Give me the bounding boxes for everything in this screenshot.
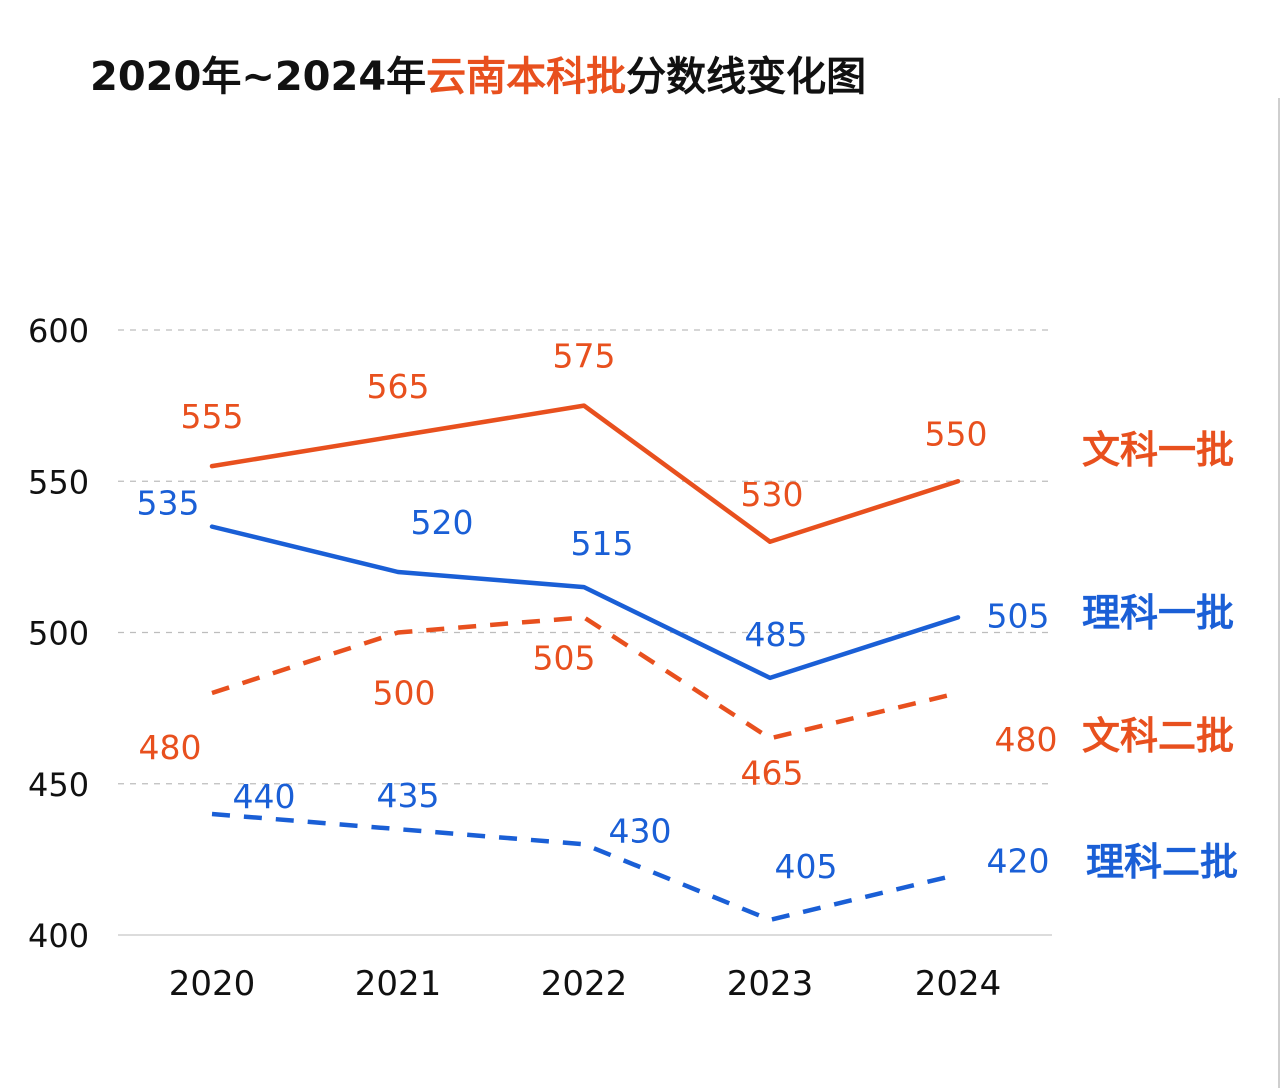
title-part-highlight: 云南本科批 bbox=[426, 54, 627, 100]
series-3-name-label: 文科二批 bbox=[1082, 714, 1234, 758]
right-edge-divider bbox=[1278, 98, 1280, 1088]
chart-title: 2020年~2024年云南本科批分数线变化图 bbox=[90, 44, 866, 102]
y-tick-label-500: 500 bbox=[28, 615, 89, 653]
x-tick-label-2024: 2024 bbox=[915, 964, 1002, 1004]
series-4-line bbox=[211, 811, 959, 923]
series-4-data-label-2023: 405 bbox=[775, 847, 838, 886]
series-4-data-label-2020: 440 bbox=[233, 777, 296, 816]
series-2-line bbox=[209, 524, 961, 681]
series-2-data-label-2020: 535 bbox=[137, 484, 200, 523]
series-1-data-label-2022: 575 bbox=[553, 337, 616, 376]
series-2-name-label: 理科一批 bbox=[1082, 591, 1234, 635]
series-2-data-label-2024: 505 bbox=[987, 596, 1050, 635]
series-1-name-label: 文科一批 bbox=[1082, 428, 1234, 472]
series-1-data-label-2023: 530 bbox=[741, 475, 804, 514]
series-4-data-label-2022: 430 bbox=[609, 811, 672, 850]
series-3-data-label-2020: 480 bbox=[139, 728, 202, 767]
y-tick-label-550: 550 bbox=[28, 463, 89, 501]
x-tick-label-2023: 2023 bbox=[727, 964, 814, 1004]
x-tick-label-2020: 2020 bbox=[169, 964, 256, 1004]
series-3-line bbox=[211, 615, 959, 741]
series-2-data-label-2022: 515 bbox=[571, 524, 634, 563]
series-4-name-label: 理科二批 bbox=[1086, 840, 1238, 884]
series-3-data-label-2024: 480 bbox=[995, 720, 1058, 759]
series-1-data-label-2021: 565 bbox=[367, 367, 430, 406]
y-tick-label-400: 400 bbox=[28, 917, 89, 955]
series-1-data-label-2024: 550 bbox=[925, 414, 988, 453]
series-1-line bbox=[209, 403, 961, 544]
series-3-data-label-2022: 505 bbox=[533, 638, 596, 677]
series-2-data-label-2023: 485 bbox=[745, 615, 808, 654]
y-tick-label-450: 450 bbox=[28, 766, 89, 804]
series-1-data-label-2020: 555 bbox=[181, 397, 244, 436]
series-4-data-label-2021: 435 bbox=[377, 776, 440, 815]
series-3-data-label-2021: 500 bbox=[373, 674, 436, 713]
x-tick-label-2022: 2022 bbox=[541, 964, 628, 1004]
series-4-data-label-2024: 420 bbox=[987, 842, 1050, 881]
series-2-data-label-2021: 520 bbox=[411, 503, 474, 542]
title-part-suffix: 分数线变化图 bbox=[626, 54, 867, 100]
title-part-years: 2020年~2024年 bbox=[90, 54, 427, 100]
series-3-data-label-2023: 465 bbox=[741, 753, 804, 792]
x-tick-label-2021: 2021 bbox=[355, 964, 442, 1004]
y-tick-label-600: 600 bbox=[28, 312, 89, 350]
